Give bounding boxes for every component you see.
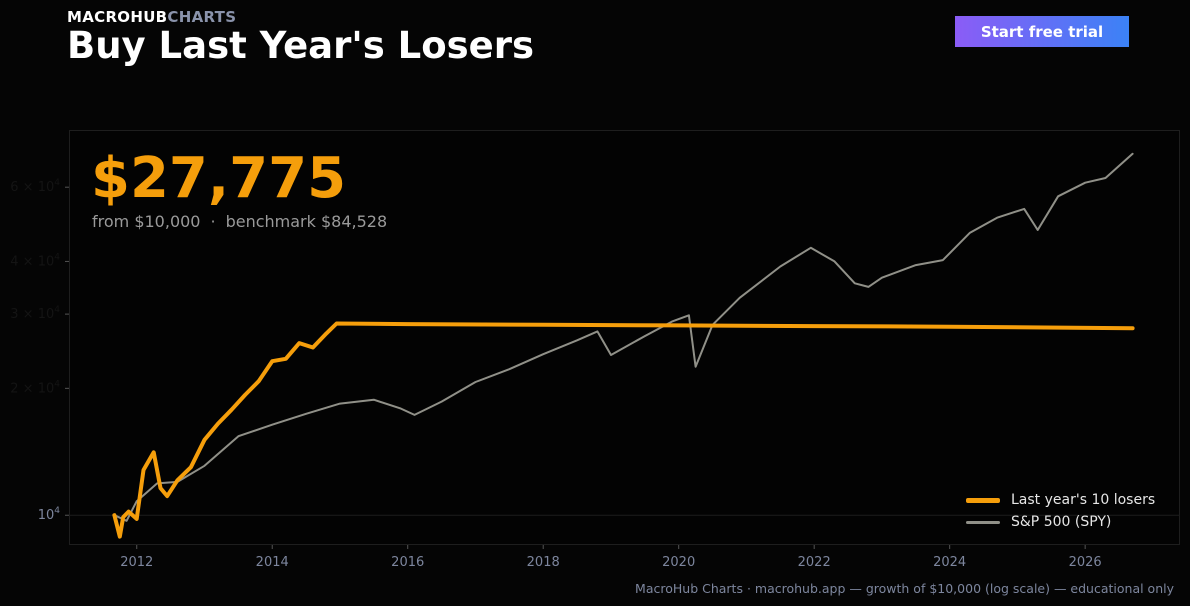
legend-swatch-strategy: [966, 497, 1000, 503]
legend-item-benchmark: S&P 500 (SPY): [966, 511, 1155, 533]
final-value: $27,775: [91, 146, 347, 211]
x-tick-label-2026: 2026: [1069, 555, 1102, 570]
legend-label-benchmark: S&P 500 (SPY): [1011, 514, 1112, 530]
x-tick-label-2020: 2020: [662, 555, 695, 570]
summary-subtitle: from $10,000 · benchmark $84,528: [92, 212, 387, 231]
from-amount: from $10,000: [92, 212, 201, 231]
benchmark-amount: benchmark $84,528: [225, 212, 388, 231]
series-line-losers: [112, 321, 1135, 539]
x-tick-label-2012: 2012: [120, 555, 153, 570]
legend-item-strategy: Last year's 10 losers: [966, 489, 1155, 511]
footer-note: MacroHub Charts · macrohub.app — growth …: [635, 581, 1174, 596]
series-line-spy: [113, 152, 1134, 522]
y-tick-label-40000: 4 × 104: [10, 252, 60, 269]
legend-label-strategy: Last year's 10 losers: [1011, 492, 1156, 508]
y-tick-label-60000: 6 × 104: [10, 178, 60, 195]
start-free-trial-button[interactable]: Start free trial: [955, 16, 1129, 47]
x-tick-label-2018: 2018: [527, 555, 560, 570]
x-tick-label-2022: 2022: [798, 555, 831, 570]
y-tick-label-10000: 104: [38, 506, 61, 523]
legend-swatch-benchmark: [966, 520, 1000, 524]
x-tick-label-2024: 2024: [933, 555, 966, 570]
y-tick-label-30000: 3 × 104: [10, 305, 60, 322]
x-tick-label-2014: 2014: [256, 555, 289, 570]
chart-panel: [69, 130, 1180, 545]
chart-legend: Last year's 10 losers S&P 500 (SPY): [966, 489, 1155, 533]
brand-logo: MACROHUBCHARTS: [67, 8, 236, 26]
page-title: Buy Last Year's Losers: [67, 24, 534, 67]
brand-part-charts: CHARTS: [167, 8, 237, 26]
summary-separator: ·: [210, 212, 216, 231]
brand-part-macrohub: MACROHUB: [67, 8, 168, 26]
x-tick-label-2016: 2016: [391, 555, 424, 570]
y-tick-label-20000: 2 × 104: [10, 379, 60, 396]
